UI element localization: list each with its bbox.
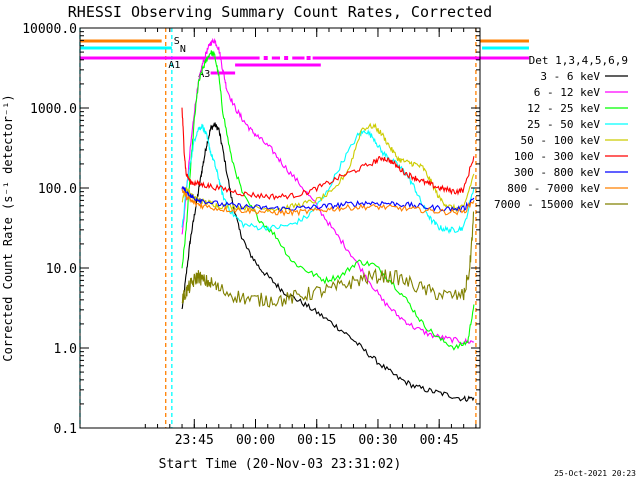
y-axis-ticks: 10000.0 1000.0 100.0 10.0 1.0 0.1 bbox=[22, 22, 480, 437]
y-tick-label-4: 1.0 bbox=[54, 342, 77, 357]
bar-dot-0 bbox=[263, 56, 268, 60]
timestamp: 25-Oct-2021 20:23 bbox=[554, 469, 636, 478]
legend-title: Det 1,3,4,5,6,9 bbox=[529, 54, 628, 67]
legend-label-5: 100 - 300 keV bbox=[514, 150, 600, 163]
y-tick-label-5: 0.1 bbox=[54, 422, 77, 437]
legend-label-2: 12 - 25 keV bbox=[527, 102, 600, 115]
x-axis-ticks: 23:45 00:00 00:15 00:30 00:45 bbox=[144, 28, 477, 448]
legend-label-8: 7000 - 15000 keV bbox=[494, 198, 600, 211]
legend-label-4: 50 - 100 keV bbox=[521, 134, 601, 147]
x-tick-label-2: 00:15 bbox=[297, 433, 336, 448]
series-line-6 bbox=[181, 185, 475, 213]
series-line-7 bbox=[181, 187, 475, 217]
bar-label-A1: A1 bbox=[168, 60, 180, 71]
series-line-2 bbox=[181, 50, 475, 351]
bar-dot-2 bbox=[306, 56, 311, 60]
bar-label-A3: A3 bbox=[198, 69, 210, 80]
legend: 3 - 6 keV 6 - 12 keV 12 - 25 keV 25 - 50 ke… bbox=[494, 70, 628, 211]
y-tick-label-3: 10.0 bbox=[46, 262, 77, 277]
x-tick-label-4: 00:45 bbox=[420, 433, 459, 448]
y-tick-label-2: 100.0 bbox=[38, 182, 77, 197]
x-tick-label-1: 00:00 bbox=[236, 433, 275, 448]
series-line-0 bbox=[181, 122, 475, 402]
series-line-8 bbox=[181, 211, 475, 308]
legend-label-1: 6 - 12 keV bbox=[534, 86, 601, 99]
y-axis-label: Corrected Count Rate (s⁻¹ detector⁻¹) bbox=[1, 94, 15, 361]
x-tick-label-0: 23:45 bbox=[175, 433, 214, 448]
legend-label-0: 3 - 6 keV bbox=[540, 70, 600, 83]
bar-label-N: N bbox=[180, 44, 186, 55]
series-line-5 bbox=[181, 107, 475, 201]
y-tick-label-0: 10000.0 bbox=[22, 22, 77, 37]
series-line-1 bbox=[181, 37, 475, 344]
chart-title: RHESSI Observing Summary Count Rates, Co… bbox=[68, 3, 492, 21]
x-tick-label-3: 00:30 bbox=[358, 433, 397, 448]
y-tick-label-1: 1000.0 bbox=[30, 102, 77, 117]
bar-dot-1 bbox=[284, 56, 289, 60]
legend-label-7: 800 - 7000 keV bbox=[507, 182, 600, 195]
x-axis-label: Start Time (20-Nov-03 23:31:02) bbox=[159, 457, 402, 472]
legend-label-3: 25 - 50 keV bbox=[527, 118, 600, 131]
legend-label-6: 300 - 800 keV bbox=[514, 166, 600, 179]
bar-label-S: S bbox=[174, 36, 180, 47]
series-line-3 bbox=[181, 123, 475, 235]
data-series bbox=[181, 37, 475, 402]
